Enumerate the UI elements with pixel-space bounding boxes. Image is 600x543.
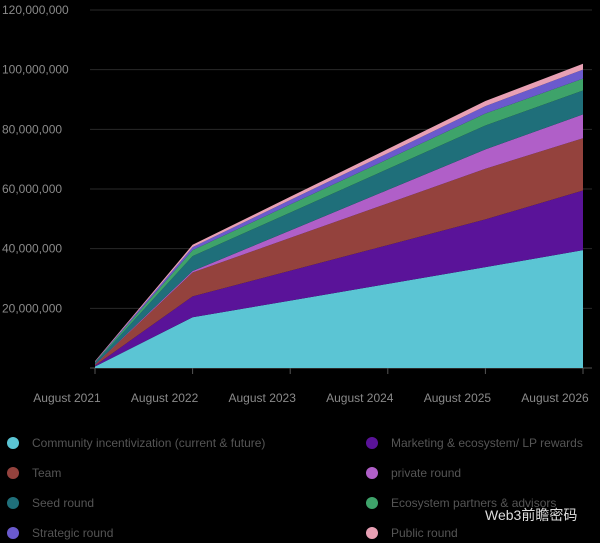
legend-label: Public round	[391, 526, 458, 540]
x-tick-label: August 2026	[521, 391, 589, 405]
y-tick-label: 60,000,000	[2, 182, 62, 196]
legend-marker	[7, 497, 19, 509]
legend-marker	[7, 467, 19, 479]
area	[95, 90, 583, 365]
legend-label: Ecosystem partners & advisors	[391, 496, 556, 510]
legend-label: Team	[32, 466, 61, 480]
y-tick-label: 20,000,000	[2, 301, 62, 315]
y-tick-label: 120,000,000	[2, 3, 69, 17]
legend-marker	[7, 437, 19, 449]
x-tick-label: August 2023	[229, 391, 297, 405]
watermark: Web3前瞻密码	[485, 507, 577, 523]
y-tick-label: 100,000,000	[2, 63, 69, 77]
area	[95, 114, 583, 365]
area	[95, 138, 583, 366]
legend-label: Seed round	[32, 496, 94, 510]
x-tick-label: August 2022	[131, 391, 199, 405]
y-tick-label: 80,000,000	[2, 122, 62, 136]
y-tick-label: 40,000,000	[2, 242, 62, 256]
legend-marker	[366, 437, 378, 449]
legend-marker	[366, 527, 378, 539]
legend-label: Strategic round	[32, 526, 113, 540]
x-tick-label: August 2021	[33, 391, 101, 405]
x-tick-label: August 2025	[424, 391, 492, 405]
area	[95, 250, 583, 368]
x-tick-label: August 2024	[326, 391, 394, 405]
legend-marker	[366, 467, 378, 479]
legend-marker	[366, 497, 378, 509]
area	[95, 78, 583, 363]
area	[95, 190, 583, 367]
legend-marker	[7, 527, 19, 539]
legend-label: private round	[391, 466, 461, 480]
legend-label: Community incentivization (current & fut…	[32, 436, 265, 450]
legend-label: Marketing & ecosystem/ LP rewards	[391, 436, 583, 450]
